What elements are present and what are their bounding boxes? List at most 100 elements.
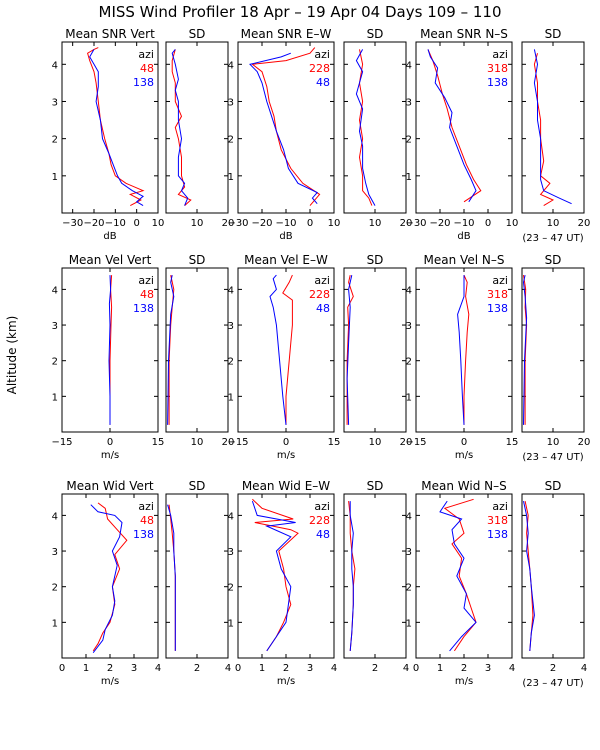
x-tick-label: 10 (328, 218, 341, 229)
x-tick-label: −30 (227, 218, 248, 229)
y-tick-label: 3 (228, 97, 234, 108)
x-tick-label: 3 (131, 663, 137, 674)
x-tick-label: −10 (275, 218, 296, 229)
x-tick-label: −30 (62, 218, 83, 229)
x-tick-label: 1 (83, 663, 89, 674)
series-line-138 (439, 500, 477, 652)
legend-entry-a: 228 (309, 62, 330, 75)
legend-heading: azi (492, 48, 508, 61)
x-tick-label: 10 (191, 218, 204, 229)
series-line-48 (171, 49, 192, 206)
time-note: (23 – 47 UT) (522, 678, 583, 689)
y-tick-label: 2 (228, 357, 234, 368)
y-tick-label: 2 (52, 135, 58, 146)
x-tick-label: 4 (331, 663, 337, 674)
legend-heading: azi (314, 48, 330, 61)
panel-title: Mean Vel E–W (244, 253, 328, 267)
series-line-138 (523, 500, 535, 651)
y-tick-label: 1 (228, 392, 234, 403)
legend-heading: azi (138, 274, 154, 287)
legend-entry-b: 138 (487, 302, 508, 315)
y-tick-label: 3 (228, 321, 234, 332)
panel-title: Mean Wid Vert (66, 479, 153, 493)
legend-entry-a: 48 (140, 62, 154, 75)
y-tick-label: 4 (52, 60, 58, 71)
legend-entry-a: 48 (140, 288, 154, 301)
x-tick-label: 10 (152, 218, 165, 229)
y-tick-label: 2 (52, 357, 58, 368)
x-axis-label: m/s (277, 450, 295, 461)
y-tick-label: 4 (406, 511, 412, 522)
plot-frame (165, 267, 229, 433)
x-tick-label: 10 (547, 437, 560, 448)
x-tick-label: 10 (191, 437, 204, 448)
series-line-138 (89, 49, 144, 207)
snr-panel-5: 10 20 SD (521, 27, 590, 229)
x-tick-label: 0 (307, 218, 313, 229)
figure-title: MISS Wind Profiler 18 Apr – 19 Apr 04 Da… (99, 3, 502, 21)
legend-entry-a: 318 (487, 288, 508, 301)
panel-title: SD (367, 27, 384, 41)
x-tick-label: −20 (429, 218, 450, 229)
series-line-228 (358, 49, 373, 206)
panel-title: SD (367, 479, 384, 493)
x-tick-label: −15 (227, 437, 248, 448)
x-tick-label: 2 (107, 663, 113, 674)
x-tick-label: 0 (485, 218, 491, 229)
y-tick-label: 4 (52, 511, 58, 522)
legend-heading: azi (314, 274, 330, 287)
panel-title: SD (545, 27, 562, 41)
x-tick-label: 10 (506, 218, 519, 229)
x-tick-label: 0 (461, 437, 467, 448)
legend-entry-a: 228 (309, 288, 330, 301)
x-tick-label: 20 (222, 437, 235, 448)
legend-heading: azi (138, 500, 154, 513)
y-tick-label: 3 (228, 547, 234, 558)
x-tick-label: 0 (235, 663, 241, 674)
x-axis-label: m/s (277, 676, 295, 687)
wid-panel-3: 2 4 SD (343, 479, 409, 674)
x-tick-label: 0 (133, 218, 139, 229)
series-line-48 (355, 49, 376, 206)
series-line-318 (533, 53, 555, 207)
legend-entry-b: 138 (133, 76, 154, 89)
series-line-48 (251, 500, 296, 652)
series-line-138 (90, 504, 123, 654)
panel-title: Mean Wid N–S (421, 479, 506, 493)
panel-title: SD (545, 479, 562, 493)
x-tick-label: 15 (328, 437, 341, 448)
x-tick-label: 3 (307, 663, 313, 674)
y-tick-label: 1 (52, 618, 58, 629)
y-tick-label: 4 (228, 511, 234, 522)
x-tick-label: 20 (400, 218, 413, 229)
panel-title: Mean SNR Vert (65, 27, 155, 41)
panel-title: SD (189, 253, 206, 267)
series-line-318 (443, 498, 477, 652)
y-tick-label: 4 (52, 285, 58, 296)
plot-frame (343, 41, 407, 214)
y-tick-label: 4 (228, 285, 234, 296)
x-tick-label: 0 (283, 437, 289, 448)
x-tick-label: 20 (578, 437, 591, 448)
y-tick-label: 1 (406, 618, 412, 629)
y-tick-label: 2 (52, 583, 58, 594)
x-tick-label: 2 (194, 663, 200, 674)
x-tick-label: 2 (550, 663, 556, 674)
panel-title: Mean SNR N–S (420, 27, 508, 41)
y-tick-label: 1 (52, 172, 58, 183)
y-tick-label: 3 (52, 321, 58, 332)
x-tick-label: 15 (152, 437, 165, 448)
time-note: (23 – 47 UT) (522, 452, 583, 463)
legend-entry-a: 48 (140, 514, 154, 527)
y-tick-label: 3 (406, 547, 412, 558)
y-tick-label: 3 (406, 97, 412, 108)
legend-entry-a: 318 (487, 514, 508, 527)
x-tick-label: −15 (405, 437, 426, 448)
x-tick-label: −30 (405, 218, 426, 229)
y-tick-label: 4 (228, 60, 234, 71)
